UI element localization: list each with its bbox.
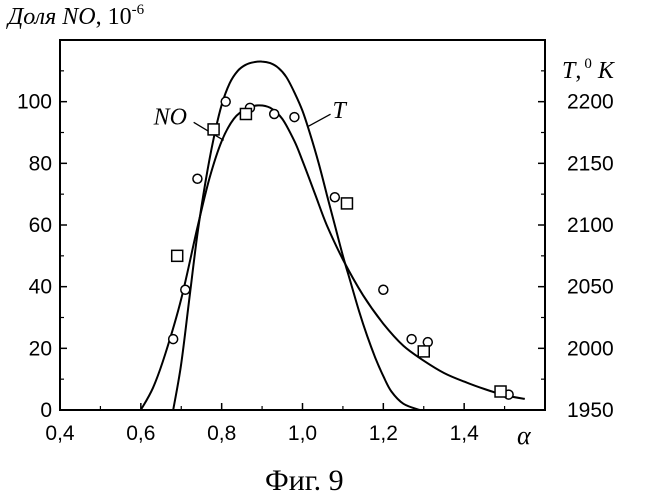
y-right-tick-label: 1950 [567,399,614,422]
y-left-tick-label: 60 [29,214,52,237]
data-point-circle [379,285,388,294]
y-right-tick-label: 2150 [567,152,614,175]
data-point-circle [270,110,279,119]
x-tick-label: 0,4 [45,422,75,445]
data-point-square [341,198,352,209]
x-tick-label: 0,8 [207,422,236,445]
x-axis-title: α [517,421,532,450]
data-point-square [418,346,429,357]
data-point-circle [193,174,202,183]
data-point-circle [169,335,178,344]
y-right-axis-title: T,0K [562,56,616,84]
y-left-tick-label: 0 [40,399,52,422]
y-right-tick-label: 2200 [567,91,614,114]
y-left-axis-title: Доля NO, 10-6 [6,2,145,30]
data-point-square [208,124,219,135]
x-tick-label: 1,0 [288,422,317,445]
x-tick-label: 1,4 [450,422,480,445]
data-point-square [172,250,183,261]
y-right-tick-label: 2050 [567,276,614,299]
x-tick-label: 1,2 [369,422,398,445]
data-point-circle [290,113,299,122]
y-left-tick-label: 100 [17,91,52,114]
y-right-tick-label: 2100 [567,214,614,237]
x-tick-label: 0,6 [126,422,155,445]
y-left-tick-label: 20 [29,337,52,360]
data-point-circle [407,335,416,344]
y-left-tick-label: 80 [29,152,52,175]
series-line-t [141,105,525,410]
y-right-tick-label: 2000 [567,337,614,360]
data-point-square [240,109,251,120]
data-point-circle [221,97,230,106]
data-point-circle [330,193,339,202]
data-point-circle [181,285,190,294]
figure-caption: Фиг. 9 [265,464,344,497]
series-label-t: T [333,98,348,124]
data-point-square [495,386,506,397]
plot-frame [60,40,545,410]
series-label-no: NO [153,104,187,130]
y-left-tick-label: 40 [29,276,52,299]
tick-labels: 0,4 0,6 0,8 1,0 1,2 1,4 0 20 40 60 80 100 1950 2000 20… [17,91,614,445]
series-label-leader-t [309,114,331,126]
plot-border [60,40,545,410]
